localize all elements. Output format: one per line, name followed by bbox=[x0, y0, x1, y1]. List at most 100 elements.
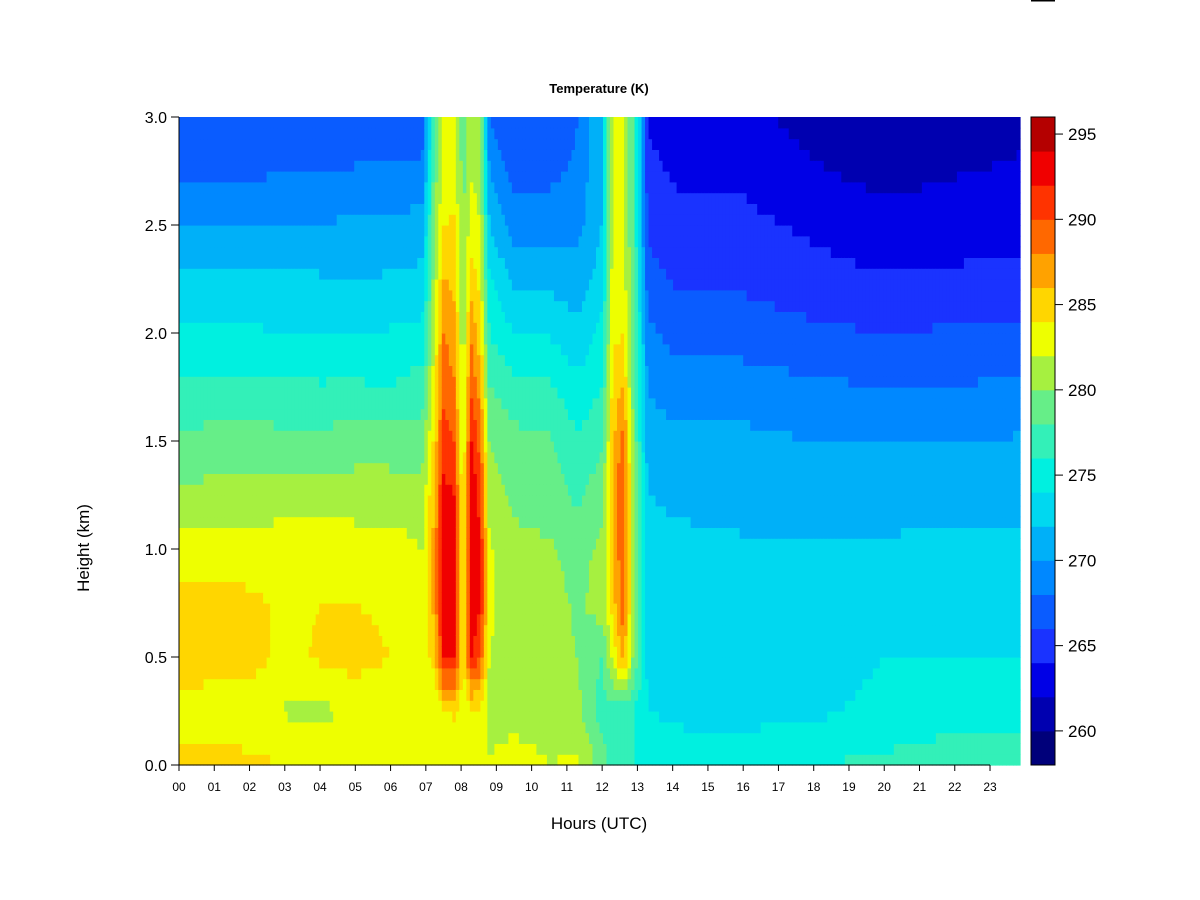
heatmap-cell bbox=[357, 246, 362, 258]
heatmap-cell bbox=[441, 225, 446, 237]
heatmap-cell bbox=[231, 149, 236, 161]
heatmap-cell bbox=[354, 322, 359, 334]
heatmap-cell bbox=[340, 214, 345, 226]
heatmap-cell bbox=[347, 592, 352, 604]
heatmap-cell bbox=[252, 635, 257, 647]
heatmap-cell bbox=[389, 387, 394, 399]
heatmap-cell bbox=[364, 527, 369, 539]
heatmap-cell bbox=[217, 570, 222, 582]
heatmap-cell bbox=[361, 700, 366, 712]
heatmap-cell bbox=[403, 732, 408, 744]
heatmap-cell bbox=[270, 376, 275, 388]
heatmap-cell bbox=[417, 203, 422, 215]
heatmap-cell bbox=[252, 376, 257, 388]
heatmap-cell bbox=[242, 246, 247, 258]
heatmap-cell bbox=[410, 225, 415, 237]
heatmap-cell bbox=[319, 430, 324, 442]
heatmap-cell bbox=[336, 192, 341, 204]
heatmap-cell bbox=[294, 203, 299, 215]
heatmap-cell bbox=[305, 570, 310, 582]
heatmap-cell bbox=[235, 343, 240, 356]
heatmap-cell bbox=[182, 570, 187, 582]
heatmap-cell bbox=[452, 311, 457, 323]
heatmap-cell bbox=[371, 732, 376, 744]
heatmap-cell bbox=[347, 581, 352, 593]
heatmap-cell bbox=[322, 441, 327, 453]
heatmap-cell bbox=[347, 462, 352, 474]
heatmap-cell bbox=[431, 214, 436, 226]
heatmap-cell bbox=[252, 419, 257, 431]
heatmap-cell bbox=[273, 203, 278, 215]
heatmap-cell bbox=[354, 732, 359, 744]
heatmap-cell bbox=[287, 538, 292, 550]
heatmap-cell bbox=[280, 721, 285, 734]
heatmap-cell bbox=[368, 365, 373, 377]
heatmap-cell bbox=[270, 289, 275, 302]
heatmap-cell bbox=[445, 613, 450, 626]
heatmap-cell bbox=[410, 538, 415, 550]
heatmap-cell bbox=[466, 495, 471, 507]
heatmap-cell bbox=[193, 127, 198, 140]
heatmap-cell bbox=[186, 678, 191, 690]
heatmap-cell bbox=[469, 754, 474, 766]
heatmap-cell bbox=[270, 149, 275, 161]
heatmap-cell bbox=[238, 300, 243, 312]
heatmap-cell bbox=[382, 527, 387, 539]
heatmap-cell bbox=[361, 527, 366, 539]
heatmap-cell bbox=[340, 430, 345, 442]
heatmap-cell bbox=[224, 527, 229, 539]
heatmap-cell bbox=[214, 127, 219, 140]
heatmap-cell bbox=[256, 430, 261, 442]
heatmap-cell bbox=[427, 559, 432, 572]
heatmap-cell bbox=[403, 138, 408, 150]
heatmap-cell bbox=[249, 300, 254, 312]
heatmap-cell bbox=[364, 505, 369, 518]
heatmap-cell bbox=[228, 246, 233, 258]
heatmap-cell bbox=[210, 484, 215, 496]
heatmap-cell bbox=[347, 473, 352, 485]
heatmap-cell bbox=[287, 354, 292, 366]
heatmap-cell bbox=[242, 257, 247, 269]
heatmap-cell bbox=[392, 257, 397, 269]
heatmap-cell bbox=[445, 657, 450, 669]
heatmap-cell bbox=[392, 516, 397, 528]
heatmap-cell bbox=[378, 581, 383, 593]
heatmap-cell bbox=[284, 365, 289, 377]
heatmap-cell bbox=[427, 289, 432, 302]
heatmap-cell bbox=[207, 657, 212, 669]
heatmap-cell bbox=[340, 559, 345, 572]
heatmap-cell bbox=[455, 711, 460, 723]
heatmap-cell bbox=[371, 257, 376, 269]
heatmap-cell bbox=[207, 624, 212, 636]
heatmap-cell bbox=[340, 516, 345, 528]
heatmap-cell bbox=[217, 214, 222, 226]
heatmap-cell bbox=[249, 538, 254, 550]
heatmap-cell bbox=[434, 441, 439, 453]
heatmap-cell bbox=[438, 657, 443, 669]
heatmap-cell bbox=[294, 376, 299, 388]
heatmap-cell bbox=[256, 387, 261, 399]
heatmap-cell bbox=[357, 235, 362, 248]
heatmap-cell bbox=[305, 473, 310, 485]
heatmap-cell bbox=[448, 549, 453, 561]
heatmap-cell bbox=[340, 268, 345, 280]
heatmap-cell bbox=[399, 495, 404, 507]
heatmap-cell bbox=[466, 376, 471, 388]
heatmap-cell bbox=[280, 127, 285, 140]
heatmap-cell bbox=[354, 343, 359, 356]
heatmap-cell bbox=[249, 516, 254, 528]
heatmap-cell bbox=[196, 581, 201, 593]
heatmap-cell bbox=[340, 743, 345, 755]
heatmap-cell bbox=[200, 667, 205, 680]
heatmap-cell bbox=[245, 721, 250, 734]
heatmap-cell bbox=[245, 289, 250, 302]
heatmap-cell bbox=[263, 322, 268, 334]
heatmap-cell bbox=[298, 430, 303, 442]
heatmap-cell bbox=[399, 678, 404, 690]
heatmap-cell bbox=[256, 603, 261, 615]
heatmap-cell bbox=[371, 657, 376, 669]
heatmap-cell bbox=[413, 516, 418, 528]
heatmap-cell bbox=[459, 570, 464, 582]
heatmap-cell bbox=[214, 203, 219, 215]
heatmap-cell bbox=[403, 343, 408, 356]
